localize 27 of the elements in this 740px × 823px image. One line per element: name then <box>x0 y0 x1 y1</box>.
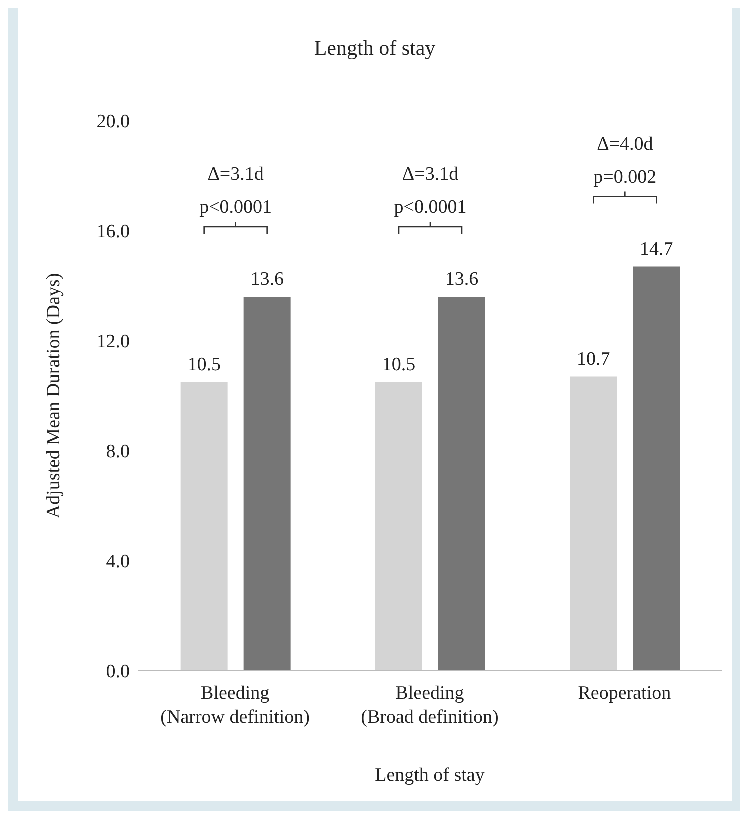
data-label: 13.6 <box>250 269 284 290</box>
x-axis-title: Length of stay <box>375 765 486 786</box>
bar <box>244 297 291 671</box>
data-label: 13.6 <box>445 269 479 290</box>
bar <box>633 266 680 671</box>
annotation: Δ=4.0d p=0.002 <box>594 134 657 188</box>
y-tick-label: 0.0 <box>106 662 130 683</box>
y-tick-label: 12.0 <box>96 332 130 353</box>
data-label: 10.5 <box>188 354 221 376</box>
bar <box>570 376 618 671</box>
y-tick-label: 8.0 <box>106 442 130 463</box>
bar <box>375 382 422 671</box>
chart-title: Length of stay <box>313 35 437 61</box>
bar <box>438 297 486 671</box>
x-tick-label: Bleeding (Narrow definition) <box>160 683 310 728</box>
y-axis-title: Adjusted Mean Duration (Days) <box>44 273 65 519</box>
data-label: 10.5 <box>382 354 416 376</box>
data-label: 14.7 <box>640 238 674 260</box>
annotation: Δ=3.1d p<0.0001 <box>394 164 467 218</box>
y-tick-label: 16.0 <box>96 222 130 243</box>
data-label: 10.7 <box>577 348 610 370</box>
annotation: Δ=3.1d p<0.0001 <box>200 164 272 218</box>
bar <box>180 382 228 671</box>
x-tick-label: Reoperation <box>578 683 672 704</box>
y-tick-label: 4.0 <box>106 552 130 573</box>
x-tick-label: Bleeding (Broad definition) <box>361 683 499 728</box>
y-tick-label: 20.0 <box>96 112 130 133</box>
